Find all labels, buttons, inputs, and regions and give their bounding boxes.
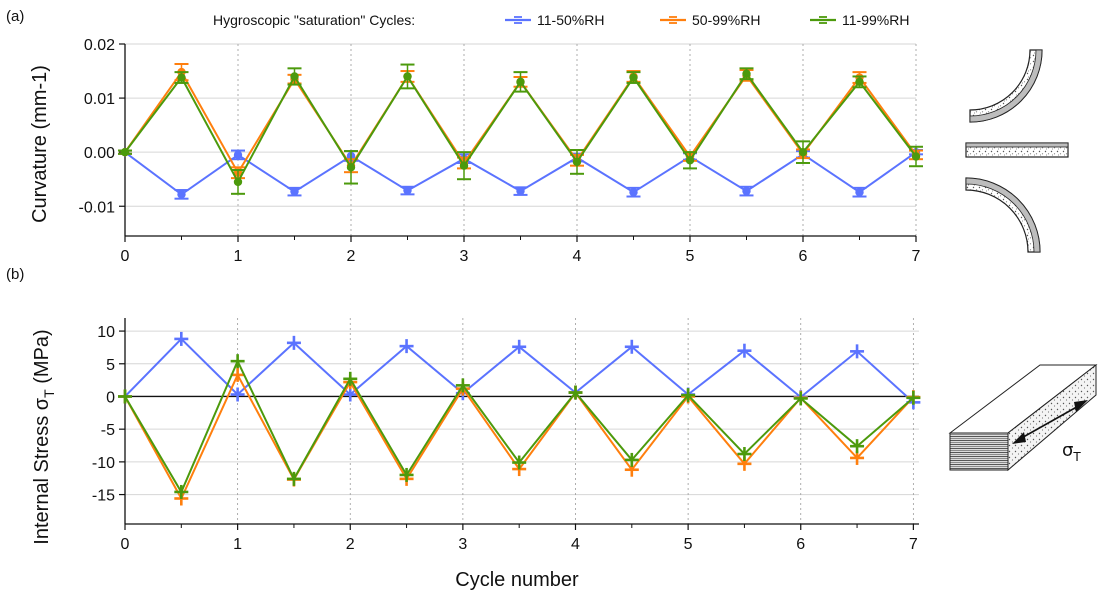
data-point-11-99-rh — [516, 77, 525, 87]
panel-a-curvature-plot: 0.02 0.01 0.00 -0.01 0 1 2 3 4 5 6 7 — [79, 37, 923, 265]
panel-b-label: (b) — [6, 266, 24, 283]
x-tick-label: 4 — [573, 248, 582, 265]
x-tick-label: 5 — [686, 248, 695, 265]
x-tick-label: 6 — [796, 536, 805, 553]
concave-strip-icon — [969, 49, 1043, 123]
data-point-11-99-rh — [572, 157, 582, 167]
legend-title: Hygroscopic "saturation" Cycles: — [213, 12, 415, 28]
beam-end-face — [949, 432, 1009, 471]
x-tick-label: 4 — [571, 536, 580, 553]
stress-arrowhead-left — [1012, 432, 1026, 444]
data-point-11-99-rh — [629, 73, 638, 82]
data-point-11-99-rh — [290, 72, 299, 81]
data-point-11-99-rh — [855, 77, 864, 87]
data-point-11-50-rh — [233, 150, 243, 160]
legend-label-11-50-rh: 11-50%RH — [537, 12, 604, 28]
panel-b-ylabel-main: Internal Stress σ — [31, 397, 53, 545]
y-tick-label: 0.02 — [84, 37, 115, 54]
panel-b-ylabel-unit: (MPa) — [31, 329, 53, 389]
stress-symbol-subscript: T — [1072, 450, 1081, 464]
data-point-11-99-rh — [459, 161, 469, 170]
data-point-11-99-rh — [120, 147, 130, 157]
data-point-11-99-rh — [742, 69, 751, 78]
data-point-11-50-rh — [177, 190, 186, 199]
y-tick-label: -0.01 — [79, 199, 116, 216]
panel-b-ylabel-subscript: T — [41, 389, 57, 398]
flat-strip-icon — [965, 142, 1069, 158]
x-tick-label: 2 — [347, 248, 356, 265]
x-tick-label: 5 — [684, 536, 693, 553]
stress-arrowhead-right — [1074, 400, 1088, 412]
x-tick-label: 1 — [234, 248, 243, 265]
stress-arrow — [1017, 403, 1083, 441]
convex-strip-icon — [965, 177, 1041, 253]
data-point-11-50-rh — [403, 186, 412, 195]
x-tick-label: 2 — [346, 536, 355, 553]
y-tick-label: 0.00 — [84, 145, 115, 162]
data-point-11-99-rh — [403, 72, 412, 81]
y-tick-label: 0.01 — [84, 91, 115, 108]
x-tick-label: 6 — [799, 248, 808, 265]
legend-label-11-99-rh: 11-99%RH — [842, 12, 909, 28]
y-tick-label: 10 — [97, 324, 115, 341]
x-tick-label: 7 — [912, 248, 921, 265]
data-point-11-50-rh — [290, 187, 299, 196]
data-point-11-50-rh — [742, 186, 751, 196]
data-point-11-99-rh — [798, 147, 808, 157]
data-point-11-99-rh — [346, 163, 356, 172]
panel-b-stress-plot: 10 5 0 -5 -10 -15 0 1 2 3 4 5 6 7 — [92, 318, 921, 553]
legend: 11-50%RH 50-99%RH 11-99%RH — [505, 12, 909, 28]
panel-a-label: (a) — [6, 8, 24, 25]
x-tick-label: 0 — [121, 248, 130, 265]
stress-symbol-main: σ — [1062, 440, 1073, 461]
x-tick-label: 1 — [233, 536, 242, 553]
data-point-11-99-rh — [233, 177, 243, 187]
x-tick-label: 3 — [458, 536, 467, 553]
data-point-11-50-rh — [629, 187, 638, 197]
x-tick-label: 0 — [121, 536, 130, 553]
legend-label-50-99-rh: 50-99%RH — [692, 12, 760, 28]
y-tick-label: -10 — [92, 455, 115, 472]
stress-symbol: σT — [1062, 440, 1081, 464]
panel-b-ylabel: Internal Stress σT (MPa) — [31, 329, 57, 544]
y-tick-label: -15 — [92, 488, 115, 505]
panel-a-ylabel: Curvature (mm-1) — [29, 65, 51, 223]
stress-beam-schematic: σT — [948, 340, 1098, 472]
data-point-11-99-rh — [685, 156, 695, 165]
data-point-11-50-rh — [855, 187, 864, 197]
x-tick-label: 3 — [460, 248, 469, 265]
x-axis-title: Cycle number — [455, 569, 579, 591]
y-tick-label: -5 — [101, 422, 115, 439]
bending-schematic — [965, 49, 1069, 253]
y-tick-label: 0 — [106, 389, 115, 406]
data-point-11-99-rh — [177, 73, 186, 82]
x-tick-label: 7 — [909, 536, 918, 553]
y-tick-label: 5 — [106, 357, 115, 374]
data-point-11-99-rh — [911, 152, 921, 161]
data-point-11-50-rh — [516, 186, 525, 196]
